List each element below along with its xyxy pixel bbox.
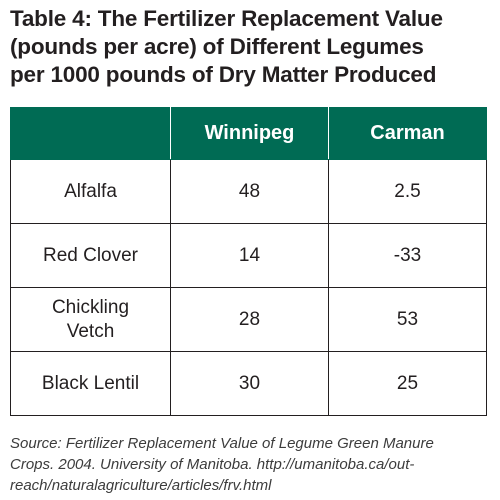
- carman-value: 2.5: [328, 159, 487, 224]
- carman-value: -33: [328, 223, 487, 288]
- winnipeg-value: 14: [170, 223, 329, 288]
- table-header-row: Winnipeg Carman: [10, 107, 487, 160]
- fertilizer-replacement-table: Winnipeg Carman Alfalfa 48 2.5 Red Clove…: [10, 107, 487, 416]
- table-row: Red Clover 14 -33: [10, 223, 487, 288]
- winnipeg-value: 30: [170, 351, 329, 416]
- table-title: Table 4: The Fertilizer Replacement Valu…: [10, 5, 495, 89]
- legume-name-line: Vetch: [66, 320, 115, 342]
- legume-name: Red Clover: [10, 223, 171, 288]
- table-title-line: per 1000 pounds of Dry Matter Produced: [10, 62, 437, 87]
- table-title-line: (pounds per acre) of Different Legumes: [10, 34, 424, 59]
- winnipeg-value: 48: [170, 159, 329, 224]
- source-line: Crops. 2004. University of Manitoba. htt…: [10, 456, 415, 473]
- header-blank-cell: [10, 107, 171, 160]
- carman-value: 25: [328, 351, 487, 416]
- legume-name: Black Lentil: [10, 351, 171, 416]
- legume-name: Alfalfa: [10, 159, 171, 224]
- table-title-line: Table 4: The Fertilizer Replacement Valu…: [10, 6, 443, 31]
- legume-name: Chickling Vetch: [10, 287, 171, 352]
- carman-value: 53: [328, 287, 487, 352]
- winnipeg-value: 28: [170, 287, 329, 352]
- source-line: Source: Fertilizer Replacement Value of …: [10, 435, 434, 452]
- table-row: Chickling Vetch 28 53: [10, 287, 487, 352]
- table-row: Alfalfa 48 2.5: [10, 159, 487, 224]
- legume-name-line: Chickling: [51, 296, 130, 318]
- source-citation: Source: Fertilizer Replacement Value of …: [10, 433, 492, 496]
- header-carman: Carman: [328, 107, 487, 160]
- source-line: reach/naturalagriculture/articles/frv.ht…: [10, 477, 272, 494]
- header-winnipeg: Winnipeg: [170, 107, 329, 160]
- table-row: Black Lentil 30 25: [10, 351, 487, 416]
